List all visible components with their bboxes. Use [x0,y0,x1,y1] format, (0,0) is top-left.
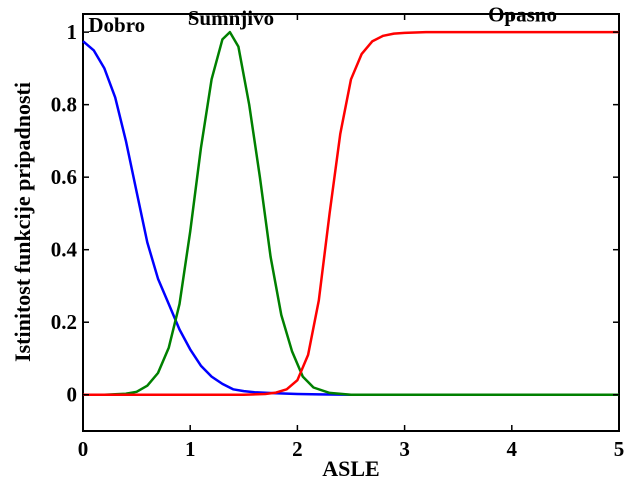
x-tick-label: 3 [399,437,410,461]
x-tick-label: 0 [78,437,89,461]
tick-layer: 0 1 2 3 4 5 0 0.2 0.4 0.6 0.8 1 [51,14,625,461]
x-tick-label: 5 [614,437,625,461]
y-tick-label: 0.4 [51,238,78,262]
series-line-3 [83,30,619,396]
annotation-label-1: Dobro [88,13,145,37]
x-tick-label: 1 [185,437,196,461]
y-tick-label: 1 [67,20,78,44]
y-tick-label: 0.2 [51,310,77,334]
x-tick-label: 4 [507,437,518,461]
x-tick-label: 2 [292,437,303,461]
series-line-2 [83,30,619,396]
y-tick-label: 0.8 [51,93,77,117]
x-axis-label: ASLE [322,456,379,481]
annotation-layer: Dobro Sumnjivo Opasno [88,2,557,37]
series-layer [82,30,619,396]
annotation-label-3: Opasno [488,2,557,26]
series-line-1 [82,40,619,396]
y-axis-label: Istinitost funkcije pripadnosti [10,82,35,362]
annotation-label-2: Sumnjivo [188,6,274,30]
y-tick-label: 0.6 [51,165,77,189]
y-tick-label: 0 [67,383,78,407]
